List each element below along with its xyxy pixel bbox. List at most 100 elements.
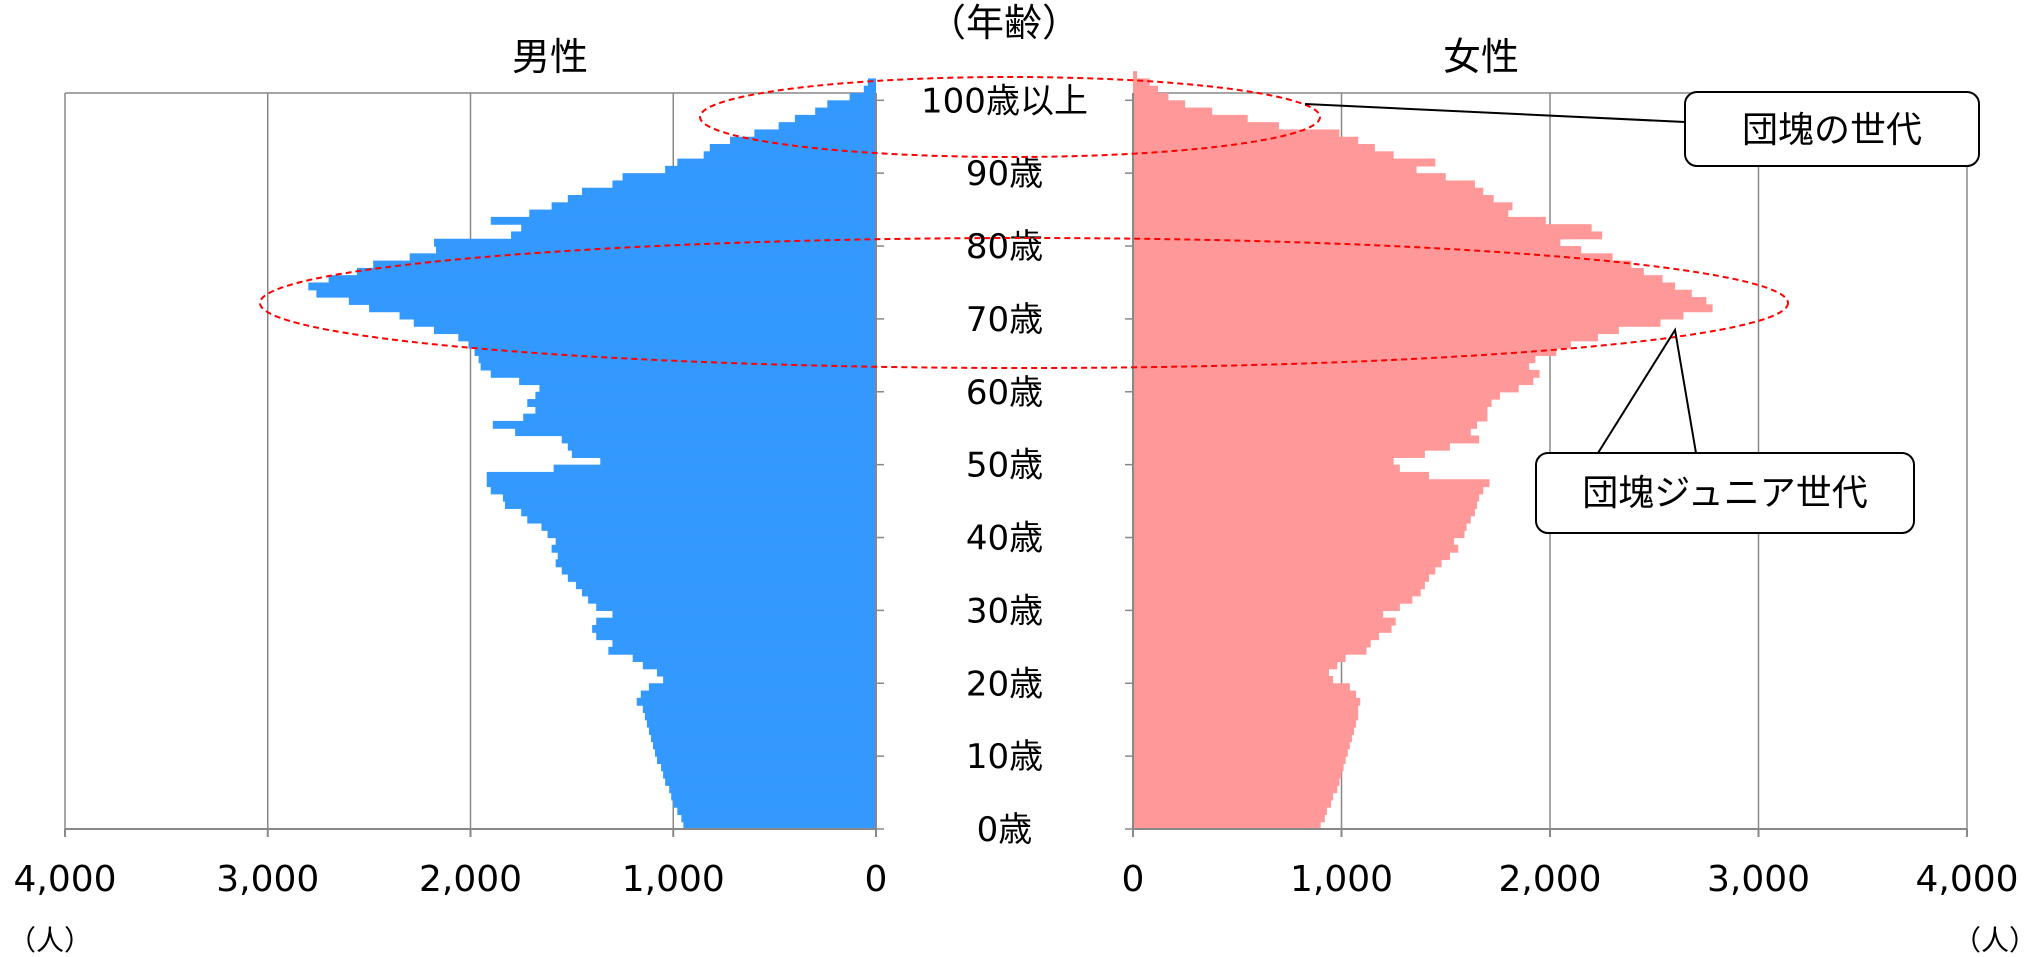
female-bar-age-31 [1133,595,1413,604]
female-bar-age-43 [1133,508,1475,517]
baby-boomer-junior-highlight-ellipse [259,237,1789,369]
female-bar-age-78 [1133,253,1613,262]
baby-boomer-callout-box [1684,91,1980,167]
male-bar-age-84 [529,209,876,218]
male-bar-age-83 [490,216,876,225]
male-bar-age-29 [612,610,876,619]
male-bar-age-5 [669,785,876,794]
female-x-tick-label: 4,000 [1915,859,2018,900]
unit-label-left: （人） [8,924,92,957]
female-bar-age-73 [1133,289,1692,298]
male-bar-age-45 [502,493,876,502]
male-bar-age-88 [612,180,876,189]
male-bar-age-65 [474,348,876,356]
male-bar-age-33 [575,581,876,590]
female-bar-age-75 [1133,275,1663,284]
male-bar-age-39 [555,537,876,546]
female-bar-age-88 [1133,180,1475,189]
female-bar-age-54 [1133,428,1471,437]
female-bar-age-41 [1133,522,1467,531]
female-bar-age-34 [1133,573,1430,582]
male-bar-age-42 [527,515,876,524]
male-bar-age-76 [356,267,877,276]
male-bar-age-66 [468,340,876,349]
male-bar-age-51 [571,450,877,458]
male-bar-age-2 [677,807,876,816]
male-bar-age-20 [663,675,876,684]
female-bar-age-63 [1133,362,1530,371]
female-bar-age-11 [1133,741,1350,750]
male-bar-age-85 [551,202,876,211]
male-bar-age-52 [567,442,876,451]
male-bar-age-82 [521,224,876,233]
male-x-tick-label: 4,000 [13,859,116,900]
baby-boomer-leader-line [1304,103,1686,123]
female-x-tick-label: 2,000 [1498,859,1601,900]
male-bar-age-3 [673,799,876,808]
male-bar-age-17 [636,697,876,706]
female-bar-age-15 [1133,712,1359,721]
female-bar-age-21 [1133,668,1329,677]
female-bar-age-7 [1133,770,1342,779]
female-bar-age-13 [1133,726,1355,735]
male-bar-age-24 [608,646,876,655]
male-bar-age-25 [612,639,876,648]
female-bar-age-46 [1133,486,1484,495]
male-bar-age-69 [413,318,876,327]
male-bar-age-44 [504,501,876,509]
male-bar-age-34 [567,573,876,582]
age-label: 10歳 [966,737,1043,777]
male-bar-age-95 [754,129,876,138]
male-bar-age-61 [519,377,876,386]
age-label: 100歳以上 [921,81,1088,121]
female-bar-age-55 [1133,420,1478,429]
male-bar-age-32 [582,588,876,597]
male-bar-age-92 [703,151,876,160]
age-label: 20歳 [966,664,1043,704]
male-bar-age-14 [646,719,876,728]
female-bar-age-4 [1133,792,1334,801]
female-bar-age-92 [1133,151,1394,160]
male-bar-age-22 [642,661,876,670]
male-bar-age-70 [399,311,876,320]
male-bar-age-38 [551,544,876,553]
male-x-tick-label: 3,000 [216,859,319,900]
female-bar-age-22 [1133,661,1338,670]
female-bar-age-79 [1133,246,1582,254]
male-bar-age-98 [815,107,876,116]
male-bar-age-93 [709,144,876,152]
male-bar-age-54 [515,428,876,437]
female-x-tick-label: 1,000 [1290,859,1393,900]
male-bar-age-97 [794,114,876,123]
female-bar-age-83 [1133,216,1546,225]
male-bar-age-64 [478,355,876,364]
male-bar-age-73 [316,289,876,298]
female-bar-age-44 [1133,501,1478,509]
female-bar-age-93 [1133,144,1375,152]
age-labels: 0歳 10歳 20歳 30歳 40歳 50歳 60歳 70歳 80歳 90歳 100歳以上 [921,81,1088,850]
male-bar-age-40 [547,530,876,539]
male-bar-age-71 [369,304,877,313]
female-bar-age-69 [1133,318,1661,327]
female-bar-age-16 [1133,705,1359,714]
female-bar-age-72 [1133,297,1707,305]
male-bar-age-63 [480,362,876,371]
male-bar-age-6 [665,777,876,786]
male-bar-age-19 [648,683,876,692]
male-bar-age-94 [730,136,876,145]
male-bar-age-27 [592,624,876,633]
age-label: 60歳 [966,373,1043,413]
male-bar-age-101 [863,85,876,94]
male-bar-age-74 [308,282,876,291]
female-bar-age-8 [1133,763,1344,772]
female-bar-age-39 [1133,537,1455,546]
female-x-tick-label: 3,000 [1707,859,1810,900]
male-bar-age-53 [561,435,876,444]
baby-boomer-junior-leader-line [1597,327,1697,454]
male-bar-age-87 [582,187,876,196]
female-bar-age-38 [1133,544,1459,553]
male-bar-age-31 [588,595,876,604]
female-bar-age-1 [1133,814,1325,823]
baby-boomer-highlight-ellipse [699,76,1321,158]
